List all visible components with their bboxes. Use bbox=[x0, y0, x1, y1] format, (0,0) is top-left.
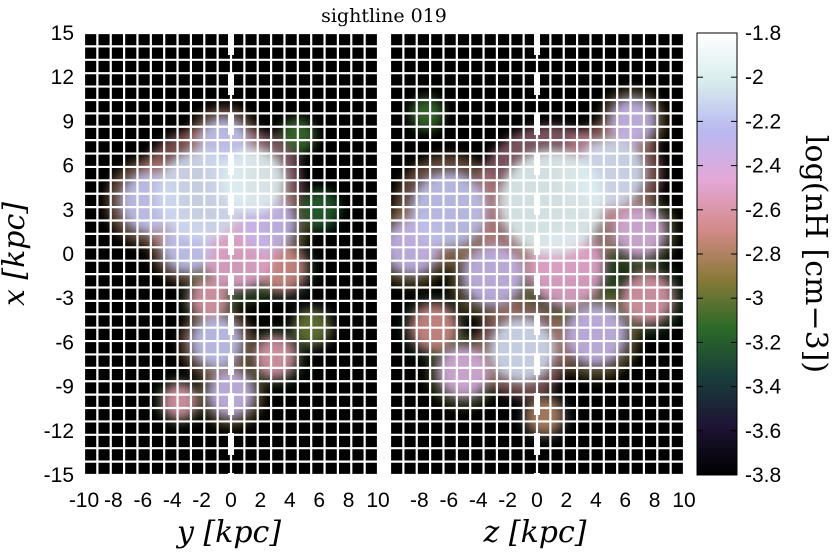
x-tick-label: 8 bbox=[343, 489, 355, 512]
y-tick-label: -12 bbox=[44, 420, 74, 443]
colorbar-tick-label: -3.8 bbox=[745, 464, 781, 487]
x-tick-label: -2 bbox=[192, 489, 211, 512]
x-tick-label: -8 bbox=[410, 489, 429, 512]
y-tick-label: 15 bbox=[51, 22, 74, 45]
emission-core bbox=[526, 398, 562, 434]
colorbar-tick-label: -3.4 bbox=[745, 376, 782, 399]
y-tick-label: 3 bbox=[62, 199, 74, 222]
emission-core bbox=[462, 246, 523, 307]
left-panel bbox=[84, 33, 378, 475]
colorbar-ticks: -1.8 -2 -2.2 -2.4 -2.6 -2.8 -3 -3.2 -3.4 -3.6 -3.8 bbox=[697, 22, 782, 487]
emission-core bbox=[255, 337, 296, 378]
colorbar-tick-label: -2.4 bbox=[745, 155, 782, 178]
x-tick-label: -2 bbox=[498, 489, 517, 512]
x-tick-label: 8 bbox=[649, 489, 661, 512]
right-x-axis-label: z [kpc] bbox=[483, 515, 587, 550]
x-tick-label: 2 bbox=[561, 489, 573, 512]
x-tick-label: 2 bbox=[255, 489, 267, 512]
x-tick-label: -4 bbox=[163, 489, 182, 512]
colorbar-tick-label: -3.6 bbox=[745, 420, 781, 443]
colorbar: -1.8 -2 -2.2 -2.4 -2.6 -2.8 -3 -3.2 -3.4 -3.6 -3.8… bbox=[696, 22, 833, 487]
y-tick-label: 12 bbox=[51, 66, 74, 89]
colorbar-label: log(nH [cm−3]) bbox=[798, 135, 833, 373]
colorbar-tick-label: -3 bbox=[745, 287, 764, 310]
x-tick-label: -6 bbox=[133, 489, 152, 512]
y-axis-label: x [kpc] bbox=[0, 202, 32, 306]
emission-core bbox=[565, 305, 626, 366]
emission-core bbox=[499, 149, 605, 255]
left-x-axis-label: y [kpc] bbox=[175, 515, 281, 550]
chart-title: sightline 019 bbox=[321, 5, 447, 27]
colorbar-tick-label: -2.2 bbox=[745, 110, 781, 133]
x-tick-label: 4 bbox=[590, 489, 602, 512]
x-tick-label: -10 bbox=[69, 489, 99, 512]
colorbar-tick-label: -2 bbox=[745, 66, 764, 89]
right-panel bbox=[390, 33, 684, 475]
x-tick-label: 6 bbox=[619, 489, 631, 512]
y-tick-label: 6 bbox=[62, 155, 74, 178]
emission-core bbox=[614, 206, 665, 257]
x-tick-label: 10 bbox=[672, 489, 695, 512]
x-tick-label: 4 bbox=[284, 489, 296, 512]
left-y-tick-labels: 15 12 9 6 3 0 -3 -6 -9 -12 -15 bbox=[44, 22, 74, 487]
x-tick-label: -4 bbox=[469, 489, 488, 512]
colorbar-tick-label: -1.8 bbox=[745, 22, 781, 45]
y-tick-label: -3 bbox=[55, 287, 74, 310]
y-tick-label: 0 bbox=[62, 243, 74, 266]
x-tick-label: 0 bbox=[225, 489, 237, 512]
y-tick-label: -6 bbox=[55, 331, 74, 354]
right-x-tick-labels: -8 -6 -4 -2 0 2 4 6 8 10 bbox=[410, 489, 696, 512]
x-tick-label: -8 bbox=[104, 489, 123, 512]
emission-core bbox=[411, 172, 487, 248]
y-tick-label: 9 bbox=[62, 110, 74, 133]
emission-core bbox=[163, 385, 196, 418]
x-tick-label: 6 bbox=[313, 489, 325, 512]
y-tick-label: -9 bbox=[55, 376, 74, 399]
colorbar-tick-label: -3.2 bbox=[745, 331, 781, 354]
emission-core bbox=[622, 273, 673, 324]
x-tick-label: 10 bbox=[366, 489, 389, 512]
emission-core bbox=[438, 346, 489, 397]
x-tick-label: 0 bbox=[531, 489, 543, 512]
colorbar-tick-label: -2.8 bbox=[745, 243, 781, 266]
x-tick-label: -6 bbox=[439, 489, 458, 512]
left-x-tick-labels: -10 -8 -6 -4 -2 0 2 4 6 8 10 bbox=[69, 489, 390, 512]
emission-core bbox=[300, 191, 338, 229]
colorbar-tick-label: -2.6 bbox=[745, 199, 781, 222]
y-tick-label: -15 bbox=[44, 464, 74, 487]
emission-core bbox=[190, 279, 228, 317]
colorbar-bar bbox=[696, 32, 738, 476]
